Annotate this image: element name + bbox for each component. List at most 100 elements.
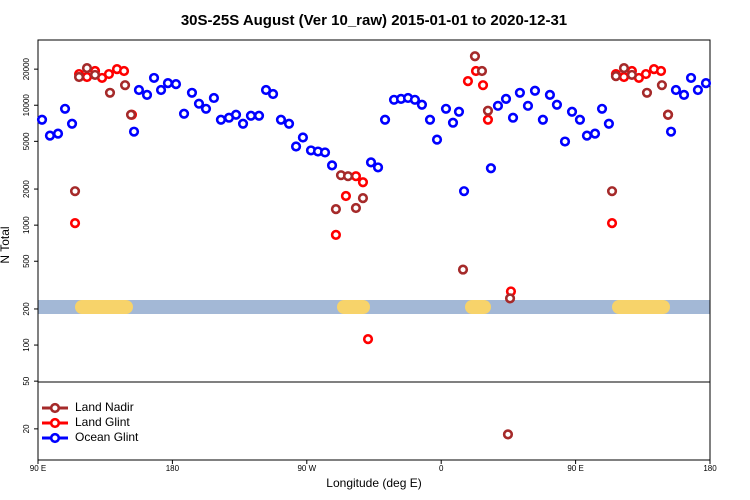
data-point — [66, 118, 78, 129]
y-tick-label: 10000 — [22, 94, 31, 117]
data-point — [357, 177, 369, 188]
data-point — [230, 109, 242, 120]
data-point — [133, 84, 145, 96]
data-point — [260, 84, 272, 96]
data-point — [665, 126, 677, 137]
x-tick-label: 180 — [703, 464, 717, 473]
data-point — [245, 110, 257, 121]
data-point — [186, 87, 198, 98]
data-point — [603, 118, 615, 129]
data-point — [551, 99, 563, 110]
data-point — [326, 160, 338, 171]
data-point — [119, 80, 131, 91]
data-point — [477, 80, 489, 91]
data-point — [514, 87, 525, 98]
data-point — [678, 89, 690, 100]
data-point — [626, 69, 637, 81]
data-point — [670, 84, 682, 96]
data-point — [485, 163, 497, 174]
data-point — [372, 162, 384, 173]
chart-title: 30S-25S August (Ver 10_raw) 2015-01-01 t… — [181, 12, 567, 29]
x-tick-label: 90 E — [567, 464, 583, 473]
data-point — [537, 114, 548, 125]
data-point — [457, 264, 469, 275]
data-point — [69, 218, 81, 229]
data-point — [267, 88, 279, 100]
data-point — [507, 112, 519, 123]
legend-label: Land Glint — [75, 415, 130, 429]
x-axis-label: Longitude (deg E) — [326, 476, 421, 490]
data-point — [330, 229, 342, 240]
data-point — [458, 186, 470, 197]
data-point — [504, 293, 516, 304]
data-point — [500, 93, 512, 104]
data-point — [662, 109, 674, 120]
data-point — [416, 99, 428, 110]
x-tick-label: 90 E — [30, 464, 46, 473]
data-point — [155, 84, 167, 96]
data-point — [283, 118, 295, 129]
data-point — [141, 89, 153, 100]
legend-marker — [49, 417, 61, 429]
data-point — [362, 334, 374, 345]
y-tick-label: 20 — [22, 424, 31, 433]
data-point — [596, 103, 608, 114]
data-point — [103, 68, 115, 80]
data-point — [350, 171, 362, 182]
data-point — [148, 72, 160, 84]
data-point — [431, 134, 443, 145]
data-point — [125, 109, 137, 120]
data-point — [162, 77, 174, 89]
data-point — [297, 132, 309, 143]
data-point — [424, 114, 436, 125]
data-point — [409, 94, 421, 105]
plot-frame — [37, 39, 711, 461]
data-point — [73, 71, 85, 83]
data-point — [610, 70, 622, 82]
land-band — [75, 300, 133, 314]
data-point — [606, 218, 618, 229]
data-point — [581, 130, 593, 141]
y-tick-label: 500 — [22, 254, 31, 268]
data-point — [44, 130, 56, 141]
data-point — [193, 98, 205, 109]
data-point — [36, 114, 48, 125]
y-tick-label: 20000 — [22, 57, 31, 80]
data-point — [208, 92, 220, 104]
data-point — [529, 85, 541, 96]
data-point — [357, 193, 369, 204]
legend-label: Land Nadir — [75, 400, 134, 414]
data-point — [492, 100, 504, 111]
land-band — [337, 300, 370, 314]
land-band — [612, 300, 670, 314]
data-point — [52, 128, 64, 139]
data-point — [544, 89, 556, 100]
data-point — [589, 128, 601, 139]
data-point — [178, 108, 190, 119]
data-point — [215, 114, 227, 125]
data-point — [482, 114, 494, 125]
data-point — [342, 171, 354, 182]
land-band — [465, 300, 491, 314]
ocean-band — [38, 300, 710, 314]
data-point — [655, 65, 667, 77]
data-point — [618, 63, 630, 74]
data-point — [330, 204, 342, 215]
data-point — [69, 186, 81, 197]
data-point — [379, 114, 391, 125]
data-point — [89, 69, 101, 81]
data-point — [104, 87, 116, 98]
legend-marker — [49, 432, 61, 444]
x-tick-label: 0 — [439, 464, 444, 473]
y-tick-label: 1000 — [22, 216, 31, 234]
data-point — [237, 118, 249, 129]
data-point — [128, 126, 140, 137]
data-point — [700, 77, 712, 89]
data-point — [81, 71, 93, 83]
data-point — [522, 100, 534, 111]
data-point — [685, 72, 697, 84]
y-tick-label: 50 — [22, 376, 31, 385]
data-point — [319, 147, 331, 158]
data-point — [692, 84, 704, 96]
